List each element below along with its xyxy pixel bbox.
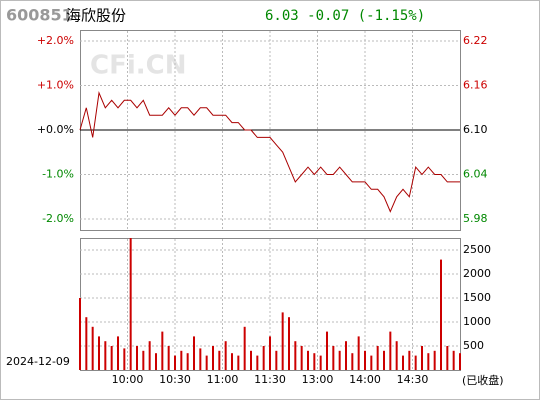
volume-bar [370, 355, 373, 370]
volume-bar [199, 348, 202, 370]
volume-bar [294, 341, 297, 370]
volume-bar [186, 353, 189, 370]
volume-bar [136, 346, 138, 370]
stock-name: 海欣股份 [66, 7, 126, 25]
y-tick-label: 2000 [463, 267, 491, 280]
volume-bar [205, 355, 208, 370]
volume-bar [332, 346, 335, 370]
volume-bar [98, 336, 100, 370]
volume-bar [117, 336, 119, 370]
volume-bar [376, 346, 379, 370]
y-tick-label: 6.10 [463, 123, 488, 136]
volume-bar [281, 312, 284, 370]
y2-tick-label: +1.0% [37, 79, 74, 92]
y2-tick-label: -2.0% [42, 212, 74, 225]
volume-bar [421, 346, 423, 370]
volume-bar [313, 353, 316, 370]
volume-bar [224, 341, 227, 370]
volume-bar [307, 350, 309, 370]
volume-bar [326, 331, 328, 370]
volume-bar [250, 350, 252, 370]
volume-bar [351, 353, 354, 370]
y-tick-label: 1000 [463, 315, 491, 328]
volume-bar [440, 259, 442, 370]
volume-bar [319, 355, 322, 370]
x-tick-label: 10:30 [159, 373, 191, 386]
volume-bar [389, 331, 392, 370]
volume-bar [123, 348, 126, 370]
quote: 6.03 -0.07 (-1.15%) [265, 8, 425, 24]
volume-bar [212, 346, 214, 370]
volume-bar [300, 346, 303, 370]
volume-bar [395, 341, 398, 370]
volume-bar [452, 350, 455, 370]
volume-bar [237, 355, 240, 370]
volume-bar [408, 350, 411, 370]
volume-bar [79, 298, 81, 370]
volume-bar [91, 326, 94, 370]
x-tick-label: 13:00 [302, 373, 334, 386]
volume-bar [193, 336, 195, 370]
x-tick-label: 11:00 [207, 373, 239, 386]
y-tick-label: 6.22 [463, 34, 488, 47]
y-tick-label: 6.04 [463, 168, 488, 181]
price-line [79, 91, 460, 213]
volume-bar [85, 317, 88, 370]
y2-tick-label: +0.0% [37, 123, 74, 136]
volume-bar [446, 346, 449, 370]
volume-bar [288, 317, 290, 370]
volume-bar [142, 350, 145, 370]
volume-bar [269, 336, 271, 370]
y-tick-label: 1500 [463, 291, 491, 304]
volume-bar [256, 355, 259, 370]
volume-bar [275, 350, 278, 370]
volume-bar [357, 336, 360, 370]
volume-bar [414, 355, 417, 370]
volume-bar [459, 353, 461, 370]
volume-bar [161, 331, 164, 370]
x-tick-label: 14:30 [397, 373, 429, 386]
y2-tick-label: +2.0% [37, 34, 74, 47]
volume-bar [383, 350, 385, 370]
volume-bar [167, 346, 170, 370]
volume-bar [231, 353, 233, 370]
y-tick-label: 6.16 [463, 79, 488, 92]
volume-bar [402, 355, 404, 370]
status: (已收盘) [462, 373, 504, 387]
volume-bar [110, 346, 113, 370]
x-tick-label: 11:30 [254, 373, 286, 386]
volume-bar [129, 238, 132, 370]
volume-bar [148, 341, 151, 370]
y-tick-label: 500 [463, 339, 484, 352]
x-tick-label: 10:00 [112, 373, 144, 386]
y-tick-label: 2500 [463, 243, 491, 256]
x-tick-label: 14:00 [349, 373, 381, 386]
date: 2024-12-09 [6, 355, 70, 368]
volume-bar [433, 350, 436, 370]
volume-bar [338, 350, 341, 370]
volume-bar [364, 350, 366, 370]
volume-bar [243, 326, 246, 370]
volume-bar [427, 353, 430, 370]
volume-bar [345, 341, 347, 370]
volume-bar [180, 350, 183, 370]
volume-bar [155, 353, 157, 370]
y2-tick-label: -1.0% [42, 168, 74, 181]
volume-bar [218, 350, 221, 370]
volume-bar [174, 355, 176, 370]
volume-bar [104, 341, 107, 370]
watermark: CFi.CN [90, 51, 186, 81]
volume-bar [262, 346, 265, 370]
stock-code: 600851 [6, 6, 73, 25]
y-tick-label: 5.98 [463, 212, 488, 225]
